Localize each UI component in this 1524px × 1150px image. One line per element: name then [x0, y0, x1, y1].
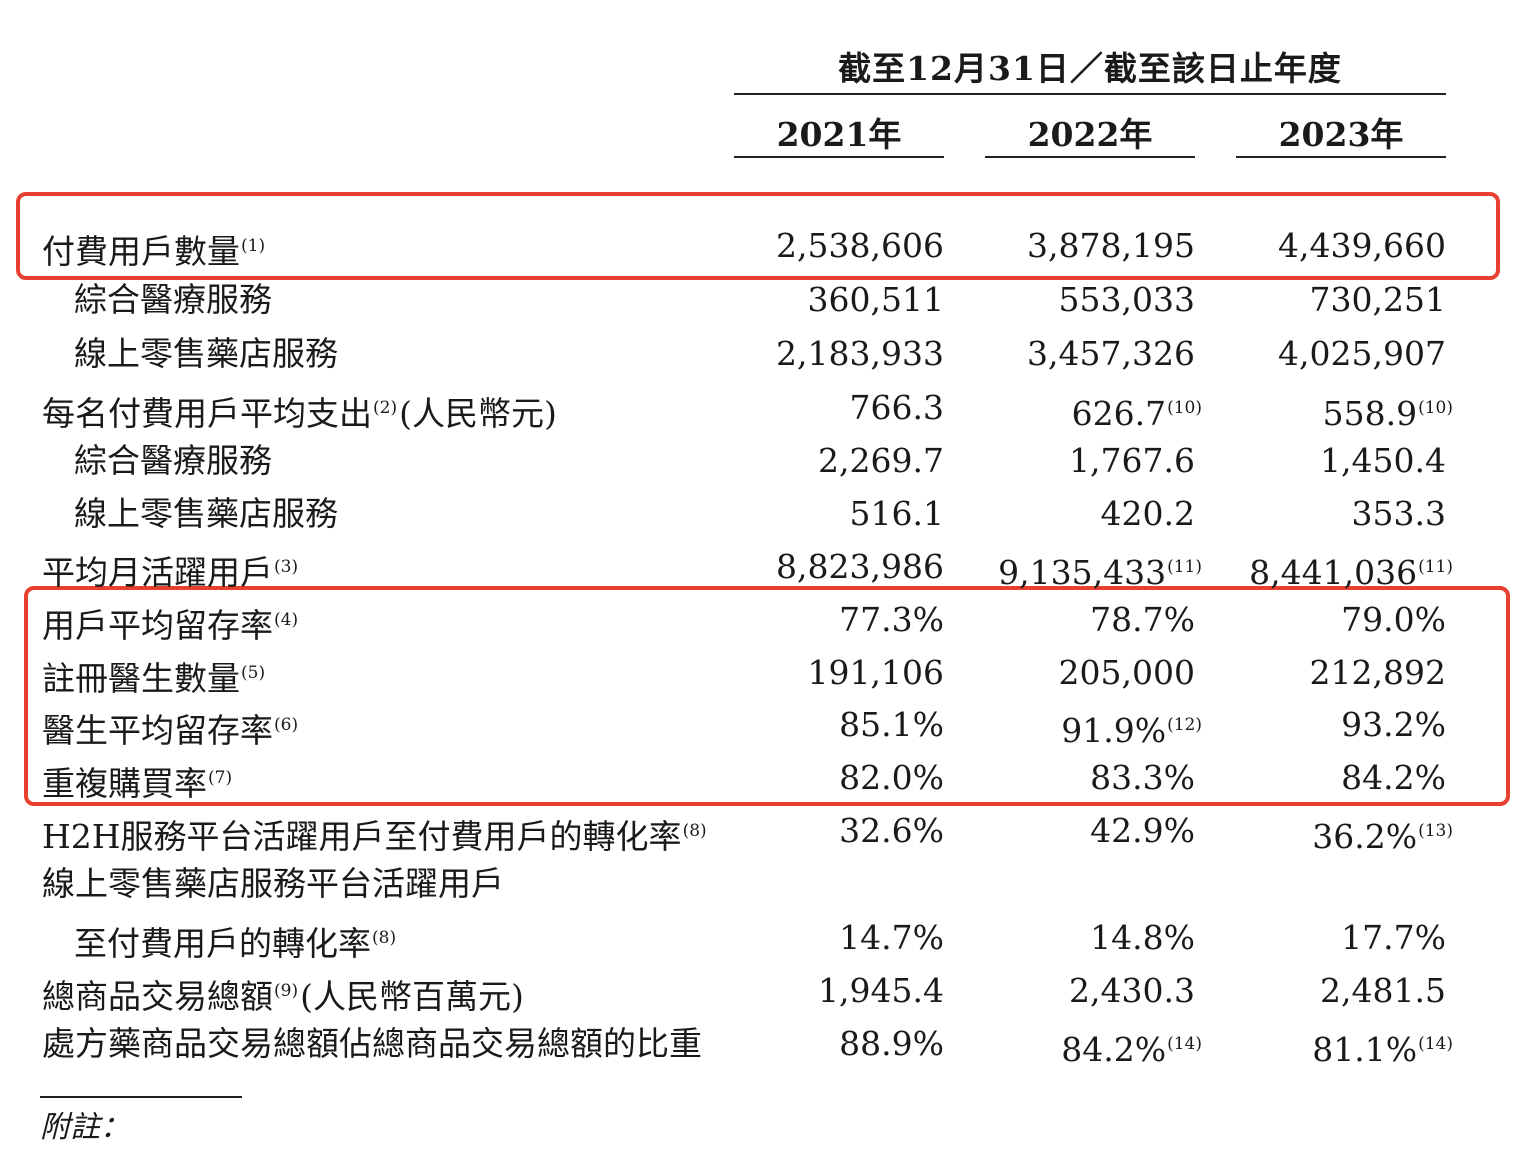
value-2021: 82.0%	[839, 758, 944, 797]
value-2022: 91.9%(12)	[1061, 711, 1202, 750]
value-2023: 1,450.4	[1320, 441, 1446, 480]
value-2022: 420.2	[1100, 494, 1195, 533]
row-label: 重複購買率(7)	[42, 764, 233, 803]
row-label: 綜合醫療服務	[74, 441, 272, 480]
row-label: 線上零售藥店服務	[74, 494, 338, 533]
value-2021: 766.3	[849, 388, 944, 427]
value-2022: 626.7(10)	[1071, 394, 1202, 433]
value-2023: 558.9(10)	[1322, 394, 1453, 433]
value-2021: 1,945.4	[818, 971, 944, 1010]
value-2022: 1,767.6	[1069, 441, 1195, 480]
value-2023: 353.3	[1351, 494, 1446, 533]
footnote-rule	[40, 1096, 242, 1098]
value-2021: 85.1%	[839, 705, 944, 744]
value-2021: 516.1	[849, 494, 944, 533]
row-label: 線上零售藥店服務	[74, 334, 338, 373]
value-2021: 2,183,933	[776, 334, 944, 373]
value-2023: 4,439,660	[1278, 226, 1446, 265]
value-2021: 191,106	[807, 653, 944, 692]
row-label: 付費用戶數量(1)	[42, 232, 266, 271]
table-row: 每名付費用戶平均支出(2)(人民幣元) 766.3 626.7(10) 558.…	[0, 382, 1524, 434]
value-2022: 205,000	[1058, 653, 1195, 692]
value-2022: 78.7%	[1090, 600, 1195, 639]
value-2022: 9,135,433(11)	[998, 553, 1202, 592]
value-2023: 212,892	[1309, 653, 1446, 692]
row-label: 綜合醫療服務	[74, 280, 272, 319]
value-2021: 32.6%	[839, 811, 944, 850]
value-2021: 14.7%	[839, 918, 944, 957]
year-rule-2023	[1236, 156, 1446, 158]
value-2023: 2,481.5	[1320, 971, 1446, 1010]
header-rule	[734, 93, 1446, 95]
highlight-box-paid-users	[16, 192, 1500, 280]
row-label: 線上零售藥店服務平台活躍用戶	[42, 864, 504, 903]
value-2023: 81.1%(14)	[1312, 1030, 1453, 1069]
table-row: 總商品交易總額(9)(人民幣百萬元) 1,945.4 2,430.3 2,481…	[0, 965, 1524, 1017]
value-2022: 14.8%	[1090, 918, 1195, 957]
year-2022: 2022年	[1027, 115, 1153, 154]
value-2022: 84.2%(14)	[1061, 1030, 1202, 1069]
row-label: 至付費用戶的轉化率(8)	[74, 924, 397, 963]
table-row: 綜合醫療服務 2,269.7 1,767.6 1,450.4	[0, 435, 1524, 487]
value-2023: 79.0%	[1341, 600, 1446, 639]
row-label: 總商品交易總額(9)(人民幣百萬元)	[42, 977, 524, 1016]
value-2023: 4,025,907	[1278, 334, 1446, 373]
highlight-box-retention	[24, 586, 1510, 806]
header-title: 截至12月31日／截至該日止年度	[838, 49, 1342, 88]
row-label: 醫生平均留存率(6)	[42, 711, 299, 750]
year-2021: 2021年	[776, 115, 902, 154]
table-row: 線上零售藥店服務平台活躍用戶	[0, 858, 1524, 910]
table-row: 平均月活躍用戶(3) 8,823,986 9,135,433(11) 8,441…	[0, 541, 1524, 593]
value-2023: 93.2%	[1341, 705, 1446, 744]
value-2022: 3,878,195	[1027, 226, 1195, 265]
row-label: 處方藥商品交易總額佔總商品交易總額的比重	[42, 1024, 702, 1063]
row-label: 用戶平均留存率(4)	[42, 606, 299, 645]
value-2021: 8,823,986	[776, 547, 944, 586]
row-label: H2H服務平台活躍用戶至付費用戶的轉化率(8)	[42, 817, 707, 856]
row-label: 註冊醫生數量(5)	[42, 659, 266, 698]
value-2022: 3,457,326	[1027, 334, 1195, 373]
row-label: 平均月活躍用戶(3)	[42, 553, 299, 592]
table-row: 線上零售藥店服務 516.1 420.2 353.3	[0, 488, 1524, 540]
value-2021: 2,269.7	[818, 441, 944, 480]
table-row: 處方藥商品交易總額佔總商品交易總額的比重 88.9% 84.2%(14) 81.…	[0, 1018, 1524, 1070]
year-rule-2022	[985, 156, 1195, 158]
value-2021: 77.3%	[839, 600, 944, 639]
value-2022: 2,430.3	[1069, 971, 1195, 1010]
value-2021: 88.9%	[839, 1024, 944, 1063]
value-2022: 83.3%	[1090, 758, 1195, 797]
table-row: 付費用戶數量(1) 2,538,606 3,878,195 4,439,660	[0, 220, 1524, 272]
value-2023: 36.2%(13)	[1312, 817, 1453, 856]
table-row: 醫生平均留存率(6) 85.1% 91.9%(12) 93.2%	[0, 699, 1524, 751]
year-2023: 2023年	[1278, 115, 1404, 154]
value-2023: 8,441,036(11)	[1249, 553, 1453, 592]
value-2023: 730,251	[1309, 280, 1446, 319]
value-2022: 553,033	[1058, 280, 1195, 319]
year-rule-2021	[734, 156, 944, 158]
table-row: 線上零售藥店服務 2,183,933 3,457,326 4,025,907	[0, 328, 1524, 380]
table-row: 重複購買率(7) 82.0% 83.3% 84.2%	[0, 752, 1524, 804]
value-2023: 17.7%	[1341, 918, 1446, 957]
table-row: H2H服務平台活躍用戶至付費用戶的轉化率(8) 32.6% 42.9% 36.2…	[0, 805, 1524, 857]
table-row: 用戶平均留存率(4) 77.3% 78.7% 79.0%	[0, 594, 1524, 646]
footnote-label: 附註：	[40, 1110, 130, 1145]
value-2021: 360,511	[807, 280, 944, 319]
value-2023: 84.2%	[1341, 758, 1446, 797]
table-row: 綜合醫療服務 360,511 553,033 730,251	[0, 274, 1524, 326]
row-label: 每名付費用戶平均支出(2)(人民幣元)	[42, 394, 557, 433]
table-row: 至付費用戶的轉化率(8) 14.7% 14.8% 17.7%	[0, 912, 1524, 964]
value-2021: 2,538,606	[776, 226, 944, 265]
table-row: 註冊醫生數量(5) 191,106 205,000 212,892	[0, 647, 1524, 699]
value-2022: 42.9%	[1090, 811, 1195, 850]
